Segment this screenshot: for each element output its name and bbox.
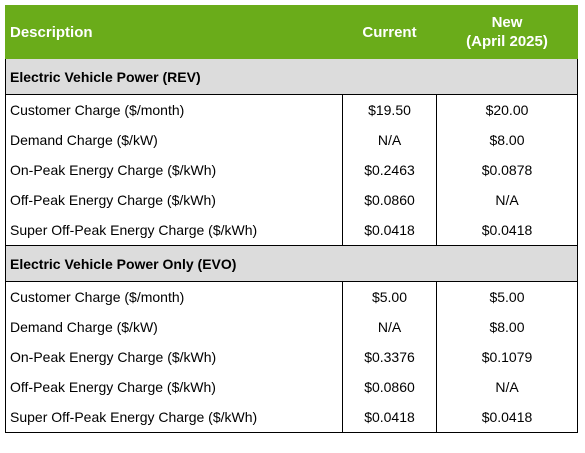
table-row: Customer Charge ($/month) $19.50 $20.00 <box>5 94 578 125</box>
row-current-value: $19.50 <box>342 94 437 125</box>
section-header-row: Electric Vehicle Power Only (EVO) <box>5 245 578 282</box>
row-new-value: N/A <box>436 372 578 402</box>
row-new-value: $5.00 <box>436 281 578 312</box>
row-current-value: $5.00 <box>342 281 437 312</box>
row-current-value: $0.0418 <box>342 215 437 246</box>
row-label: Demand Charge ($/kW) <box>5 125 343 155</box>
row-label: Customer Charge ($/month) <box>5 94 343 125</box>
row-label: On-Peak Energy Charge ($/kWh) <box>5 155 343 185</box>
section-title: Electric Vehicle Power (REV) <box>5 58 578 95</box>
table-row: Demand Charge ($/kW) N/A $8.00 <box>5 312 578 342</box>
row-new-value: $8.00 <box>436 125 578 155</box>
row-label: Demand Charge ($/kW) <box>5 312 343 342</box>
table-row: On-Peak Energy Charge ($/kWh) $0.2463 $0.0… <box>5 155 578 185</box>
table-row: Demand Charge ($/kW) N/A $8.00 <box>5 125 578 155</box>
header-row: Description Current New (April 2025) <box>5 5 578 59</box>
table-row: Off-Peak Energy Charge ($/kWh) $0.0860 N/A <box>5 372 578 402</box>
row-label: Customer Charge ($/month) <box>5 281 343 312</box>
row-new-value: $0.0878 <box>436 155 578 185</box>
table-row: Super Off-Peak Energy Charge ($/kWh) $0.0… <box>5 215 578 246</box>
row-new-value: N/A <box>436 185 578 215</box>
rates-table: Description Current New (April 2025) Ele… <box>5 5 578 433</box>
row-current-value: $0.0860 <box>342 372 437 402</box>
section-header-row: Electric Vehicle Power (REV) <box>5 58 578 95</box>
table-row: On-Peak Energy Charge ($/kWh) $0.3376 $0.1… <box>5 342 578 372</box>
row-new-value: $0.1079 <box>436 342 578 372</box>
table-row: Super Off-Peak Energy Charge ($/kWh) $0.0… <box>5 402 578 433</box>
row-current-value: $0.2463 <box>342 155 437 185</box>
row-new-value: $20.00 <box>436 94 578 125</box>
row-label: Off-Peak Energy Charge ($/kWh) <box>5 185 343 215</box>
row-current-value: $0.0860 <box>342 185 437 215</box>
row-new-value: $0.0418 <box>436 215 578 246</box>
header-new-line1: New <box>491 14 523 31</box>
row-label: Super Off-Peak Energy Charge ($/kWh) <box>5 215 343 246</box>
row-current-value: $0.3376 <box>342 342 437 372</box>
header-new: New (April 2025) <box>436 5 578 59</box>
row-label: Super Off-Peak Energy Charge ($/kWh) <box>5 402 343 433</box>
section-title: Electric Vehicle Power Only (EVO) <box>5 245 578 282</box>
row-label: Off-Peak Energy Charge ($/kWh) <box>5 372 343 402</box>
table-row: Customer Charge ($/month) $5.00 $5.00 <box>5 281 578 312</box>
row-new-value: $0.0418 <box>436 402 578 433</box>
row-label: On-Peak Energy Charge ($/kWh) <box>5 342 343 372</box>
header-current: Current <box>342 5 437 59</box>
row-current-value: N/A <box>342 125 437 155</box>
table-row: Off-Peak Energy Charge ($/kWh) $0.0860 N/A <box>5 185 578 215</box>
row-current-value: $0.0418 <box>342 402 437 433</box>
header-new-line2: (April 2025) <box>466 33 548 50</box>
header-description: Description <box>5 5 343 59</box>
row-new-value: $8.00 <box>436 312 578 342</box>
row-current-value: N/A <box>342 312 437 342</box>
